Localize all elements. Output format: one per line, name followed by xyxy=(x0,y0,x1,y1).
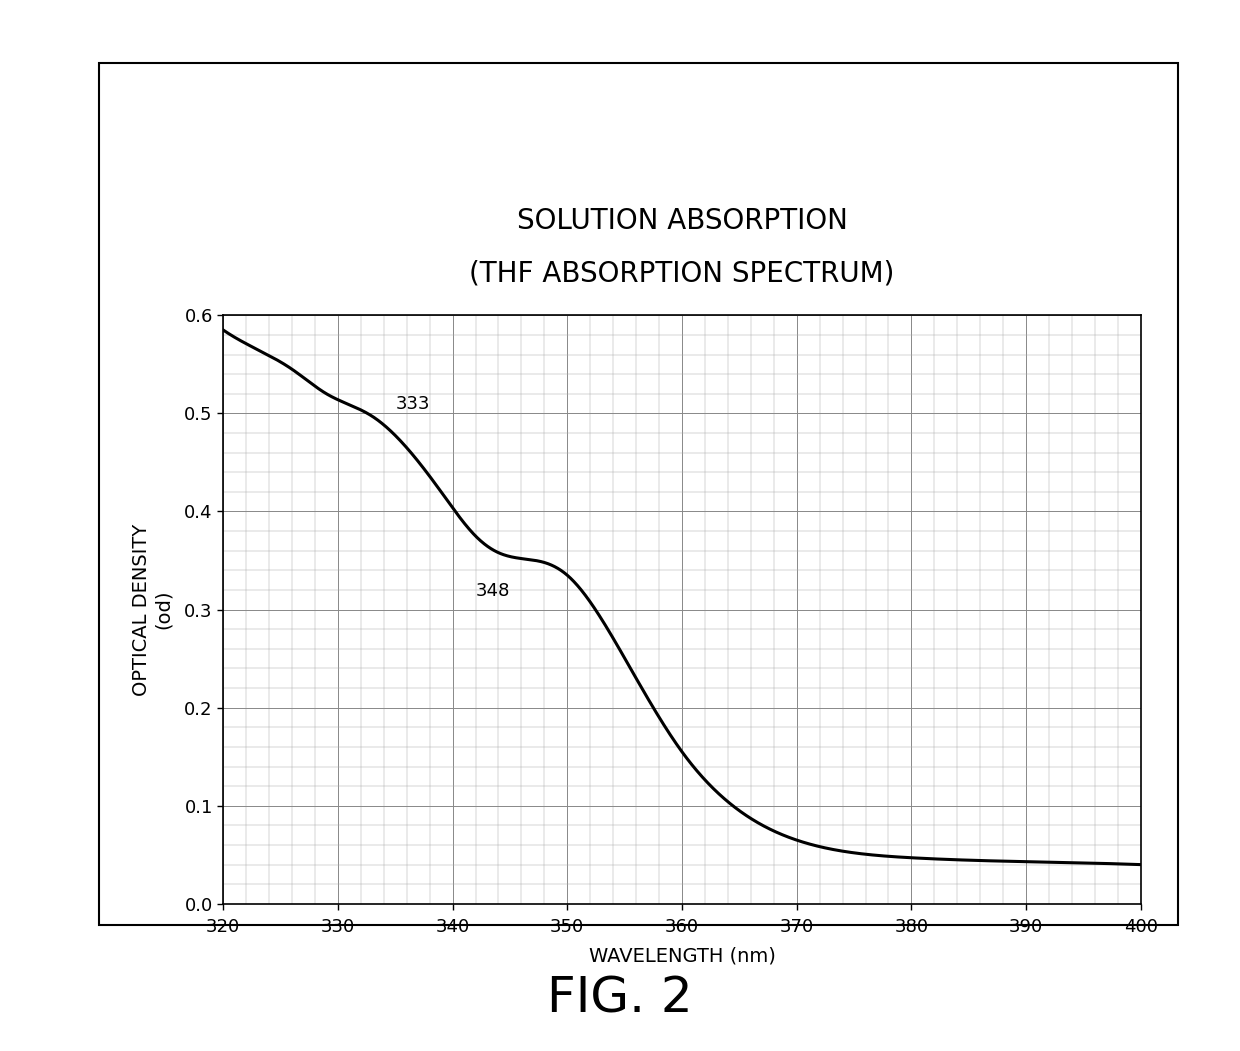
Text: 348: 348 xyxy=(475,582,510,600)
X-axis label: WAVELENGTH (nm): WAVELENGTH (nm) xyxy=(589,947,775,966)
Y-axis label: OPTICAL DENSITY
(od): OPTICAL DENSITY (od) xyxy=(133,523,174,696)
Text: (THF ABSORPTION SPECTRUM): (THF ABSORPTION SPECTRUM) xyxy=(469,260,895,287)
Text: FIG. 2: FIG. 2 xyxy=(547,974,693,1023)
Text: 333: 333 xyxy=(396,395,430,413)
Text: SOLUTION ABSORPTION: SOLUTION ABSORPTION xyxy=(517,207,847,234)
